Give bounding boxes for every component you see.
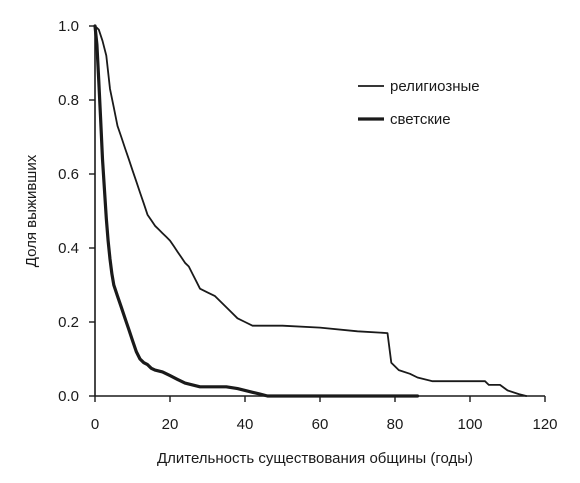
series-layer <box>93 24 528 398</box>
x-tick-label: 60 <box>312 416 329 433</box>
x-tick-label: 100 <box>457 416 482 433</box>
x-tick-label: 0 <box>91 416 99 433</box>
y-tick-label: 0.8 <box>58 92 79 109</box>
series-line-secular <box>93 24 420 398</box>
x-tick-label: 120 <box>532 416 557 433</box>
y-tick-label: 0.0 <box>58 388 79 405</box>
y-tick-label: 1.0 <box>58 18 79 35</box>
y-tick-label: 0.2 <box>58 314 79 331</box>
x-axis-label: Длительность существования общины (годы) <box>157 450 473 467</box>
legend: религиозные светские <box>358 78 480 128</box>
legend-label: религиозные <box>390 78 480 95</box>
plot-area: 0 20 40 60 80 100 120 0.0 0.2 0.4 0.6 0.8 1.0 <box>58 18 557 433</box>
y-tick-label: 0.6 <box>58 166 79 183</box>
x-tick-label: 80 <box>387 416 404 433</box>
legend-label: светские <box>390 111 451 128</box>
x-ticks: 0 20 40 60 80 100 120 <box>91 396 558 433</box>
series-line-religious <box>94 25 528 397</box>
y-axis-label: Доля выживших <box>23 154 40 267</box>
x-tick-label: 20 <box>162 416 179 433</box>
y-tick-label: 0.4 <box>58 240 79 257</box>
x-tick-label: 40 <box>237 416 254 433</box>
y-ticks: 0.0 0.2 0.4 0.6 0.8 1.0 <box>58 18 95 405</box>
